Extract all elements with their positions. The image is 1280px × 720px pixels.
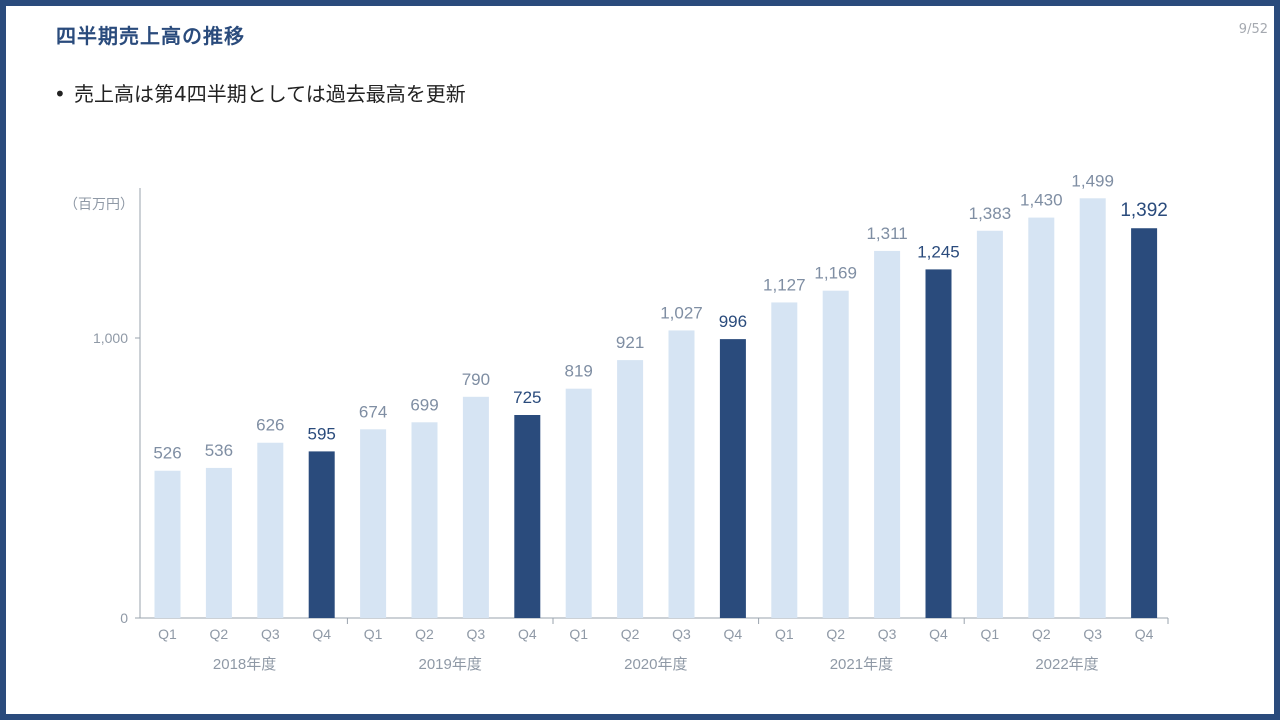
x-tick-label-quarter: Q2 [826, 626, 845, 642]
bar-value-label: 1,127 [763, 275, 806, 294]
bar-value-label: 1,392 [1120, 200, 1168, 221]
bar-2020年度-Q3 [668, 330, 695, 618]
x-tick-label-quarter: Q2 [210, 626, 229, 642]
x-tick-label-quarter: Q4 [312, 626, 331, 642]
bar-2018年度-Q2 [205, 467, 232, 618]
bar-2019年度-Q4 [514, 415, 541, 618]
bar-value-label: 1,430 [1020, 191, 1063, 210]
x-tick-label-quarter: Q2 [415, 626, 434, 642]
page-number: 9/52 [1238, 22, 1268, 37]
bar-value-label: 1,169 [814, 264, 857, 283]
bar-2022年度-Q2 [1028, 217, 1055, 618]
bar-2021年度-Q2 [822, 290, 849, 618]
y-axis-unit-label: （百万円） [64, 196, 134, 212]
x-tick-label-quarter: Q3 [1083, 626, 1102, 642]
bar-value-label: 674 [359, 402, 387, 421]
x-tick-label-quarter: Q2 [621, 626, 640, 642]
bullet-marker: • [54, 82, 66, 106]
x-group-label: 2019年度 [419, 656, 482, 673]
bar-value-label: 595 [308, 424, 336, 443]
x-tick-label-quarter: Q2 [1032, 626, 1051, 642]
x-tick-label-quarter: Q3 [467, 626, 486, 642]
bar-value-label: 996 [719, 312, 747, 331]
x-tick-label-quarter: Q1 [158, 626, 177, 642]
x-group-label: 2020年度 [624, 656, 687, 673]
bar-2021年度-Q4 [925, 269, 952, 618]
x-tick-label-quarter: Q3 [878, 626, 897, 642]
bar-2018年度-Q3 [257, 442, 284, 618]
x-tick-label-quarter: Q1 [775, 626, 794, 642]
x-tick-label-quarter: Q4 [1135, 626, 1154, 642]
bar-value-label: 819 [565, 362, 593, 381]
bullet-point: • 売上高は第4四半期としては過去最高を更新 [54, 78, 466, 107]
bar-2022年度-Q3 [1079, 198, 1106, 618]
x-tick-label-quarter: Q4 [518, 626, 537, 642]
x-tick-label-quarter: Q4 [724, 626, 743, 642]
bar-value-label: 1,027 [660, 303, 703, 322]
bar-2022年度-Q4 [1131, 228, 1158, 619]
bar-value-label: 536 [205, 441, 233, 460]
bar-2019年度-Q3 [462, 396, 489, 618]
y-tick-label: 0 [120, 610, 128, 626]
x-tick-label-quarter: Q3 [672, 626, 691, 642]
bar-2020年度-Q4 [719, 339, 746, 618]
bar-value-label: 1,383 [969, 204, 1012, 223]
x-tick-label-quarter: Q1 [569, 626, 588, 642]
x-tick-label-quarter: Q3 [261, 626, 280, 642]
bar-value-label: 699 [410, 395, 438, 414]
x-tick-label-quarter: Q1 [981, 626, 1000, 642]
bar-value-label: 626 [256, 416, 284, 435]
bar-2018年度-Q4 [308, 451, 335, 618]
x-tick-label-quarter: Q4 [929, 626, 948, 642]
y-tick-label: 1,000 [93, 330, 128, 346]
bar-2021年度-Q3 [874, 250, 901, 619]
bar-value-label: 526 [153, 444, 181, 463]
page-title: 四半期売上高の推移 [56, 24, 245, 48]
bar-2020年度-Q2 [617, 360, 644, 618]
bullet-text: 売上高は第4四半期としては過去最高を更新 [74, 82, 466, 106]
bar-value-label: 790 [462, 370, 490, 389]
x-group-label: 2018年度 [213, 656, 276, 673]
bar-value-label: 1,245 [917, 242, 960, 261]
bar-value-label: 1,311 [866, 224, 907, 243]
bar-value-label: 1,499 [1071, 171, 1114, 190]
bar-value-label: 921 [616, 333, 644, 352]
bar-2021年度-Q1 [771, 302, 798, 618]
bar-2022年度-Q1 [976, 230, 1003, 618]
x-group-label: 2022年度 [1035, 656, 1098, 673]
bar-value-label: 725 [513, 388, 541, 407]
x-tick-label-quarter: Q1 [364, 626, 383, 642]
bar-2019年度-Q1 [360, 429, 387, 618]
bar-2020年度-Q1 [565, 388, 592, 618]
bar-2018年度-Q1 [154, 470, 181, 618]
x-group-label: 2021年度 [830, 656, 893, 673]
bar-2019年度-Q2 [411, 422, 438, 618]
